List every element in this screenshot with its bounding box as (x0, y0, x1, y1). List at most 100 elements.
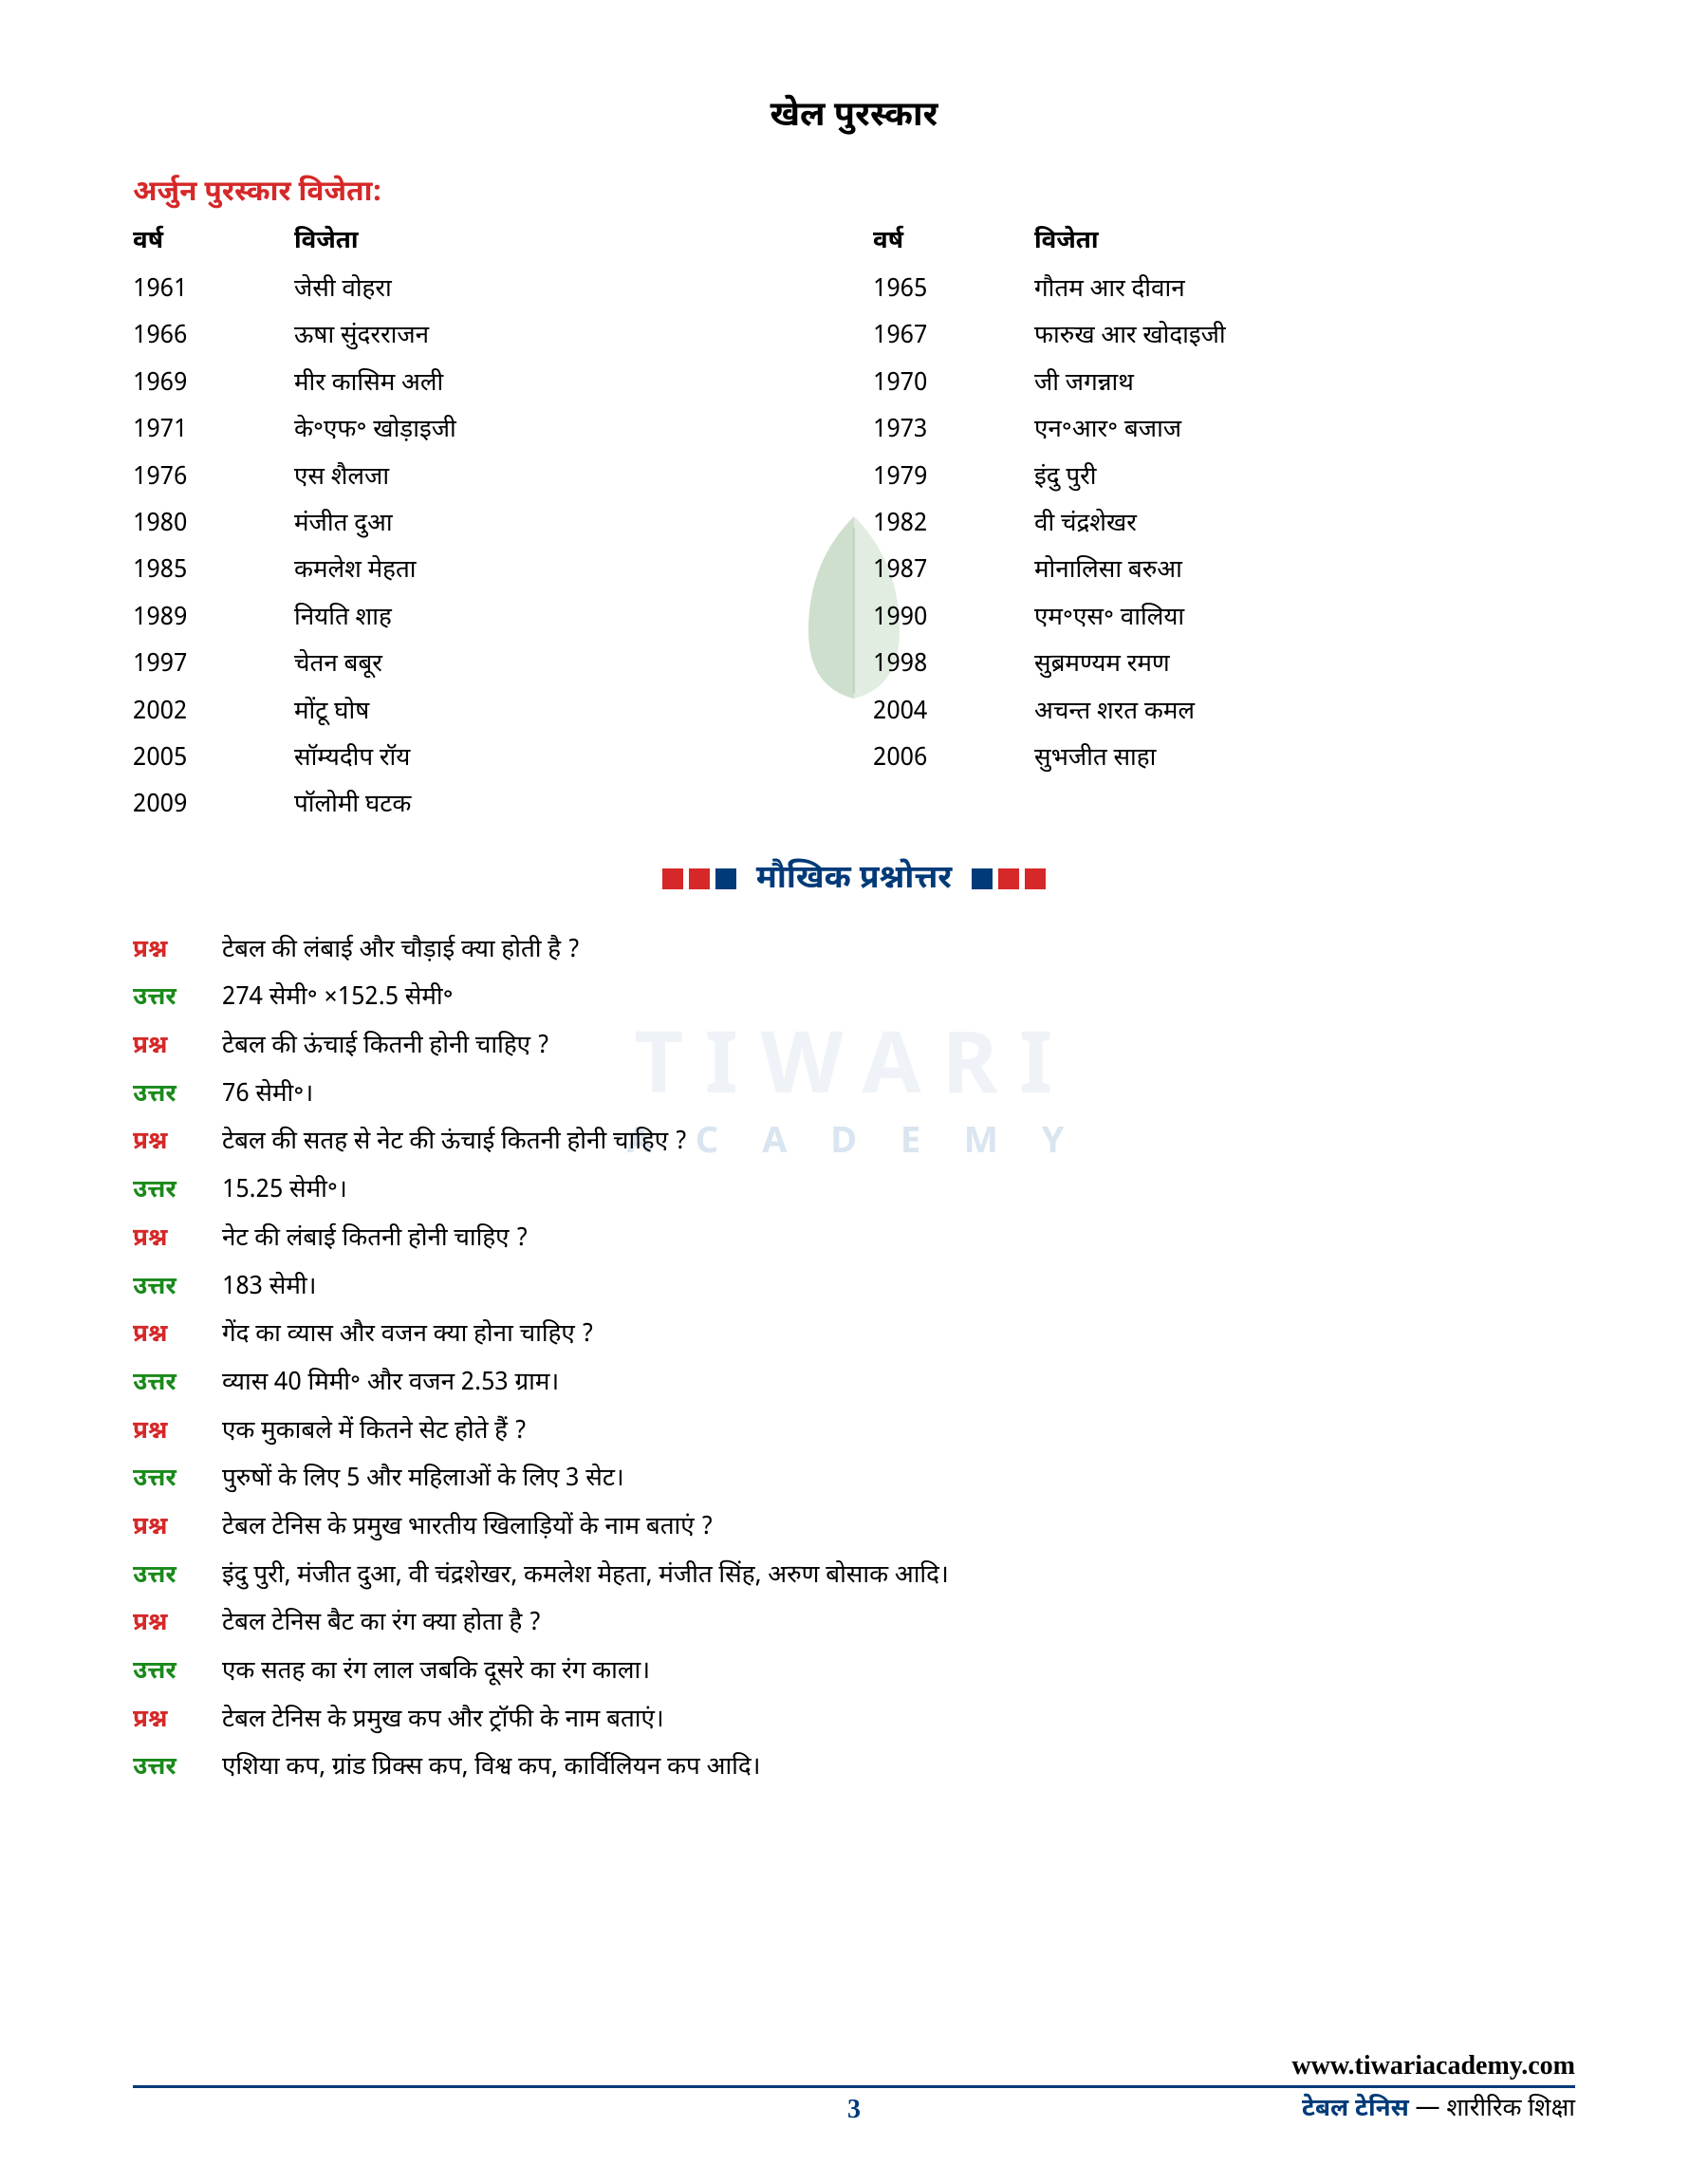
answer-label: उत्तर (133, 1456, 222, 1504)
header-winner: विजेता (1034, 226, 1575, 258)
cell-year: 1969 (133, 362, 294, 408)
header-year: वर्ष (133, 226, 294, 258)
cell-year: 1971 (133, 408, 294, 455)
question-text: टेबल टेनिस के प्रमुख कप और ट्रॉफी के नाम… (222, 1697, 1575, 1745)
table-row: 2006सुभजीत साहा (873, 737, 1575, 783)
cell-winner: के॰एफ॰ खोड़ाइजी (294, 408, 835, 455)
question-row: प्रश्नटेबल की लंबाई और चौड़ाई क्या होती … (133, 927, 1575, 976)
table-row: 1997चेतन बबूर (133, 643, 835, 689)
question-text: टेबल टेनिस के प्रमुख भारतीय खिलाड़ियों क… (222, 1504, 1575, 1553)
answer-label: उत्तर (133, 1553, 222, 1601)
question-text: टेबल टेनिस बैट का रंग क्या होता है ? (222, 1600, 1575, 1649)
question-text: नेट की लंबाई कितनी होनी चाहिए ? (222, 1216, 1575, 1264)
header-year: वर्ष (873, 226, 1034, 258)
cell-winner: मोनालिसा बरुआ (1034, 549, 1575, 595)
cell-winner: एम॰एस॰ वालिया (1034, 596, 1575, 643)
table-row: 1971के॰एफ॰ खोड़ाइजी (133, 408, 835, 455)
page-number: 3 (847, 2095, 861, 2125)
cell-year: 2005 (133, 737, 294, 783)
cell-winner: फारुख आर खोदाइजी (1034, 314, 1575, 361)
square-icon (689, 868, 710, 889)
table-row: 1967फारुख आर खोदाइजी (873, 314, 1575, 361)
answer-text: 76 सेमी॰। (222, 1072, 1575, 1120)
table-row: 1969मीर कासिम अली (133, 362, 835, 408)
cell-winner: जेसी वोहरा (294, 268, 835, 314)
cell-year: 1989 (133, 596, 294, 643)
answer-row: उत्तर183 सेमी। (133, 1264, 1575, 1313)
table-header: वर्ष विजेता (873, 226, 1575, 258)
question-label: प्रश्न (133, 1119, 222, 1167)
qa-heading-text: मौखिक प्रश्नोत्तर (756, 859, 953, 901)
section-subtitle: अर्जुन पुरस्कार विजेता: (133, 176, 1575, 213)
cell-winner: नियति शाह (294, 596, 835, 643)
answer-text: इंदु पुरी, मंजीत दुआ, वी चंद्रशेखर, कमले… (222, 1553, 1575, 1601)
cell-year: 1990 (873, 596, 1034, 643)
question-label: प्रश्न (133, 1697, 222, 1745)
answer-text: 15.25 सेमी॰। (222, 1167, 1575, 1216)
cell-winner: सुब्रमण्यम रमण (1034, 643, 1575, 689)
question-text: टेबल की सतह से नेट की ऊंचाई कितनी होनी च… (222, 1119, 1575, 1167)
cell-winner: एन॰आर॰ बजाज (1034, 408, 1575, 455)
square-icon (972, 868, 993, 889)
question-label: प्रश्न (133, 1504, 222, 1553)
cell-year: 2004 (873, 690, 1034, 737)
square-icon (998, 868, 1019, 889)
answer-label: उत्तर (133, 1264, 222, 1313)
table-row: 2002मोंटू घोष (133, 690, 835, 737)
question-row: प्रश्नटेबल टेनिस के प्रमुख भारतीय खिलाड़… (133, 1504, 1575, 1553)
table-row: 1980मंजीत दुआ (133, 502, 835, 549)
cell-winner: कमलेश मेहता (294, 549, 835, 595)
answer-label: उत्तर (133, 1072, 222, 1120)
cell-year: 1976 (133, 456, 294, 502)
cell-year: 1966 (133, 314, 294, 361)
table-row: 2004अचन्त शरत कमल (873, 690, 1575, 737)
square-icon (1025, 868, 1046, 889)
table-row: 1961जेसी वोहरा (133, 268, 835, 314)
cell-winner: इंदु पुरी (1034, 456, 1575, 502)
question-label: प्रश्न (133, 1312, 222, 1360)
footer-subject-bold: टेबल टेनिस (1302, 2094, 1409, 2126)
answer-text: 274 सेमी॰ ×152.5 सेमी॰ (222, 975, 1575, 1023)
table-row: 2009पॉलोमी घटक (133, 783, 835, 830)
answer-label: उत्तर (133, 1649, 222, 1697)
footer-subject-rest: — शारीरिक शिक्षा (1409, 2094, 1575, 2126)
answer-row: उत्तरपुरुषों के लिए 5 और महिलाओं के लिए … (133, 1456, 1575, 1504)
cell-winner: वी चंद्रशेखर (1034, 502, 1575, 549)
cell-year: 1973 (873, 408, 1034, 455)
page-title: खेल पुरस्कार (133, 95, 1575, 140)
cell-year: 1961 (133, 268, 294, 314)
table-row: 1985कमलेश मेहता (133, 549, 835, 595)
cell-winner: अचन्त शरत कमल (1034, 690, 1575, 737)
question-text: टेबल की ऊंचाई कितनी होनी चाहिए ? (222, 1023, 1575, 1072)
cell-year: 2009 (133, 783, 294, 830)
question-row: प्रश्नटेबल की ऊंचाई कितनी होनी चाहिए ? (133, 1023, 1575, 1072)
question-label: प्रश्न (133, 1600, 222, 1649)
cell-year: 1967 (873, 314, 1034, 361)
question-label: प्रश्न (133, 1023, 222, 1072)
cell-winner: गौतम आर दीवान (1034, 268, 1575, 314)
question-text: टेबल की लंबाई और चौड़ाई क्या होती है ? (222, 927, 1575, 976)
answer-label: उत्तर (133, 975, 222, 1023)
question-label: प्रश्न (133, 1409, 222, 1457)
question-text: एक मुकाबले में कितने सेट होते हैं ? (222, 1409, 1575, 1457)
question-label: प्रश्न (133, 1216, 222, 1264)
answer-row: उत्तरएक सतह का रंग लाल जबकि दूसरे का रंग… (133, 1649, 1575, 1697)
cell-year: 1997 (133, 643, 294, 689)
cell-winner: मंजीत दुआ (294, 502, 835, 549)
table-row: 1989नियति शाह (133, 596, 835, 643)
cell-year: 1965 (873, 268, 1034, 314)
cell-year: 1982 (873, 502, 1034, 549)
table-header: वर्ष विजेता (133, 226, 835, 258)
cell-winner: ऊषा सुंदरराजन (294, 314, 835, 361)
cell-year: 2002 (133, 690, 294, 737)
cell-winner: सुभजीत साहा (1034, 737, 1575, 783)
table-row: 1990एम॰एस॰ वालिया (873, 596, 1575, 643)
answer-row: उत्तर274 सेमी॰ ×152.5 सेमी॰ (133, 975, 1575, 1023)
header-winner: विजेता (294, 226, 835, 258)
square-icon (715, 868, 736, 889)
question-row: प्रश्नटेबल की सतह से नेट की ऊंचाई कितनी … (133, 1119, 1575, 1167)
awards-col-left: वर्ष विजेता 1961जेसी वोहरा1966ऊषा सुंदरर… (133, 226, 835, 830)
question-row: प्रश्नटेबल टेनिस बैट का रंग क्या होता है… (133, 1600, 1575, 1649)
awards-col-right: वर्ष विजेता 1965गौतम आर दीवान1967फारुख आ… (873, 226, 1575, 830)
answer-text: एक सतह का रंग लाल जबकि दूसरे का रंग काला… (222, 1649, 1575, 1697)
